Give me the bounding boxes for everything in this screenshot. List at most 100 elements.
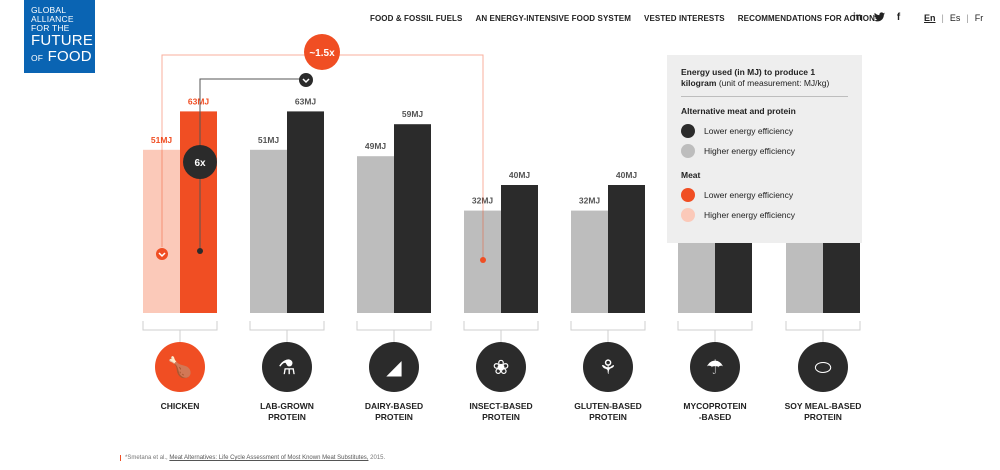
one-five-x-label: ~1.5x (309, 48, 335, 59)
one-five-x-badge (304, 34, 340, 70)
category-label: CHICKEN (161, 401, 200, 411)
category-label: INSECT-BASED (469, 401, 532, 411)
cheese-circle (369, 342, 419, 392)
cheese-icon: ◢ (386, 355, 402, 379)
soybean-icon: ⬭ (814, 355, 831, 379)
value-label: 63MJ (295, 96, 317, 106)
logo-line: ALLIANCE (31, 14, 74, 24)
legend-item-meat-lower: Lower energy efficiency (681, 185, 862, 205)
lang-fr[interactable]: Fr (974, 13, 984, 23)
legend-swatch-meat-lower (681, 188, 695, 202)
chevron-down-icon (158, 252, 166, 258)
bar-lower-efficiency (501, 185, 538, 313)
legend-label: Higher energy efficiency (704, 210, 796, 220)
chicken-leg-circle (155, 342, 205, 392)
value-label: 32MJ (472, 196, 494, 206)
social-links: in f (853, 12, 900, 25)
category-label: PROTEIN (375, 412, 413, 422)
category-label: PROTEIN (482, 412, 520, 422)
bar-higher-efficiency (571, 210, 608, 313)
category-label: -BASED (699, 412, 732, 422)
lang-en[interactable]: En (924, 13, 936, 23)
category-label: PROTEIN (804, 412, 842, 422)
lang-separator: | (966, 13, 969, 23)
bar-bracket (463, 321, 539, 331)
legend-unit: (unit of measurement: MJ/kg) (718, 78, 830, 88)
bar-higher-efficiency (143, 149, 180, 313)
legend-item-alt-higher: Higher energy efficiency (681, 141, 862, 161)
legend-swatch-alt-higher (681, 144, 695, 158)
beetle-icon: ❀ (493, 355, 510, 379)
legend-swatch-alt-lower (681, 124, 695, 138)
flask-icon: ⚗ (278, 355, 296, 379)
bar-higher-efficiency (250, 149, 287, 313)
category-label: LAB-GROWN (260, 401, 314, 411)
bar-bracket (570, 321, 646, 331)
category-label: MYCOPROTEIN (683, 401, 746, 411)
legend-meat-heading: Meat (681, 170, 701, 180)
wheat-icon: ⚘ (599, 355, 617, 379)
footnote-link[interactable]: Meat Alternatives: Life Cycle Assessment… (169, 455, 369, 461)
value-label: 32MJ (579, 196, 601, 206)
mushroom-icon: ☂ (706, 355, 724, 379)
logo-line: FOOD (47, 48, 92, 65)
bar-lower-efficiency (608, 185, 645, 313)
language-switcher: En | Es | Fr (924, 13, 983, 23)
value-label: 59MJ (402, 109, 424, 119)
logo-line: GLOBAL (31, 5, 67, 15)
linkedin-icon[interactable]: in (853, 12, 862, 23)
value-label: 40MJ (616, 170, 638, 180)
mushroom-circle (690, 342, 740, 392)
chevron-down-icon (302, 78, 310, 84)
bar-higher-efficiency (357, 156, 394, 313)
top-nav: FOOD & FOSSIL FUELS AN ENERGY-INTENSIVE … (370, 14, 888, 23)
legend-label: Higher energy efficiency (704, 146, 796, 156)
legend-label: Lower energy efficiency (704, 126, 794, 136)
category-label: DAIRY-BASED (365, 401, 423, 411)
six-x-badge (183, 145, 217, 179)
chevron-down-icon (299, 73, 313, 87)
nav-vested-interests[interactable]: VESTED INTERESTS (644, 14, 725, 23)
logo-line: OF (31, 53, 44, 63)
facebook-icon[interactable]: f (896, 12, 901, 23)
nav-energy-intensive[interactable]: AN ENERGY-INTENSIVE FOOD SYSTEM (475, 14, 632, 23)
logo[interactable]: GLOBAL ALLIANCE FOR THE FUTURE OF FOOD (24, 0, 95, 73)
footnote-suffix: 2015. (370, 455, 386, 461)
lang-separator: | (941, 13, 944, 23)
legend-item-alt-lower: Lower energy efficiency (681, 121, 862, 141)
bar-lower-efficiency (394, 124, 431, 313)
value-label: 51MJ (151, 135, 173, 145)
chicken-leg-icon: 🍗 (168, 355, 193, 379)
flask-circle (262, 342, 312, 392)
value-label: 40MJ (509, 170, 531, 180)
bar-lower-efficiency (287, 111, 324, 314)
value-label: 49MJ (365, 141, 387, 151)
category-label: PROTEIN (268, 412, 306, 422)
nav-food-fossil-fuels[interactable]: FOOD & FOSSIL FUELS (370, 14, 463, 23)
legend-item-meat-higher: Higher energy efficiency (681, 205, 862, 225)
legend-title: Energy used (in MJ) to produce 1 kilogra… (681, 67, 846, 89)
lang-es[interactable]: Es (949, 13, 961, 23)
value-label: 63MJ (188, 96, 210, 106)
annotation-dot (480, 257, 486, 263)
bar-bracket (249, 321, 325, 331)
soybean-circle (798, 342, 848, 392)
value-label: 51MJ (258, 135, 280, 145)
bar-bracket (142, 321, 218, 331)
category-label: GLUTEN-BASED (574, 401, 642, 411)
bar-lower-efficiency (180, 111, 217, 314)
category-label: SOY MEAL-BASED (785, 401, 862, 411)
footnote: *Smetana et al., Meat Alternatives: Life… (120, 455, 385, 461)
twitter-icon[interactable] (873, 12, 885, 25)
six-x-label: 6x (194, 158, 206, 169)
legend-divider (681, 96, 848, 97)
footnote-prefix: *Smetana et al., (125, 455, 168, 461)
bar-bracket (356, 321, 432, 331)
legend-label: Lower energy efficiency (704, 190, 794, 200)
category-label: PROTEIN (589, 412, 627, 422)
wheat-circle (583, 342, 633, 392)
legend-alt-heading: Alternative meat and protein (681, 106, 796, 116)
nav-recommendations[interactable]: RECOMMENDATIONS FOR ACTION (737, 14, 876, 23)
bar-bracket (785, 321, 861, 331)
